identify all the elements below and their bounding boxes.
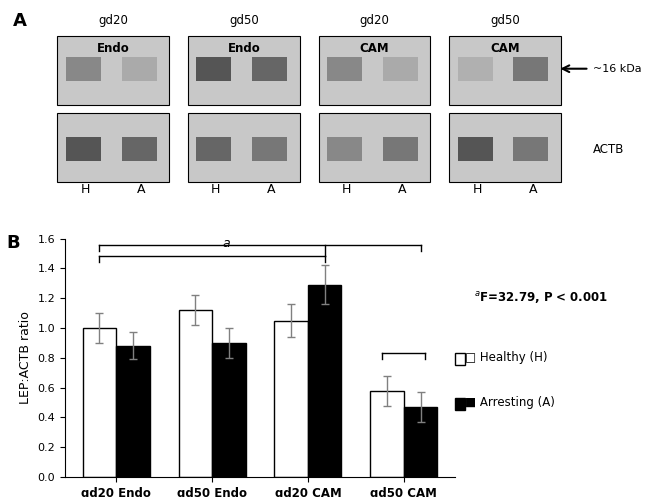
- Text: A: A: [13, 12, 27, 30]
- Bar: [404, 407, 437, 477]
- Text: gd50: gd50: [229, 14, 259, 27]
- Text: H: H: [211, 182, 220, 196]
- Bar: [57, 36, 169, 105]
- Bar: [458, 57, 493, 81]
- Text: gd50: gd50: [490, 14, 520, 27]
- Bar: [370, 391, 404, 477]
- Bar: [66, 137, 101, 161]
- Text: A: A: [267, 182, 276, 196]
- Bar: [449, 36, 561, 105]
- Bar: [179, 310, 212, 477]
- Text: gd20: gd20: [359, 14, 389, 27]
- Bar: [449, 113, 561, 182]
- Bar: [274, 321, 308, 477]
- Bar: [514, 137, 549, 161]
- Text: H: H: [342, 182, 351, 196]
- Text: Endo: Endo: [227, 42, 260, 55]
- Bar: [252, 137, 287, 161]
- Text: A: A: [398, 182, 406, 196]
- Bar: [66, 57, 101, 81]
- Bar: [83, 328, 116, 477]
- Bar: [383, 137, 418, 161]
- Text: ACTB: ACTB: [593, 143, 624, 156]
- Text: □ Healthy (H): □ Healthy (H): [465, 351, 547, 364]
- Bar: [122, 57, 157, 81]
- Bar: [188, 113, 300, 182]
- Text: H: H: [81, 182, 90, 196]
- Bar: [212, 343, 246, 477]
- Bar: [196, 137, 231, 161]
- Bar: [116, 346, 150, 477]
- Text: Endo: Endo: [97, 42, 129, 55]
- Text: CAM: CAM: [490, 42, 520, 55]
- Text: ■ Arresting (A): ■ Arresting (A): [465, 396, 554, 409]
- Text: A: A: [136, 182, 146, 196]
- Text: gd20: gd20: [98, 14, 128, 27]
- Bar: [318, 113, 430, 182]
- Bar: [252, 57, 287, 81]
- Bar: [308, 285, 341, 477]
- Bar: [57, 113, 169, 182]
- Bar: [458, 137, 493, 161]
- Text: CAM: CAM: [359, 42, 389, 55]
- Text: ~16 kDa: ~16 kDa: [593, 64, 641, 74]
- Bar: [122, 137, 157, 161]
- Text: A: A: [528, 182, 537, 196]
- Bar: [188, 36, 300, 105]
- Bar: [327, 137, 362, 161]
- Bar: [514, 57, 549, 81]
- Bar: [327, 57, 362, 81]
- Text: B: B: [6, 234, 20, 251]
- Bar: [318, 36, 430, 105]
- Text: $^a$F=32.79, P < 0.001: $^a$F=32.79, P < 0.001: [474, 290, 608, 306]
- Text: H: H: [473, 182, 482, 196]
- Y-axis label: LEP:ACTB ratio: LEP:ACTB ratio: [19, 312, 32, 404]
- Text: a: a: [223, 238, 230, 250]
- Bar: [196, 57, 231, 81]
- Bar: [383, 57, 418, 81]
